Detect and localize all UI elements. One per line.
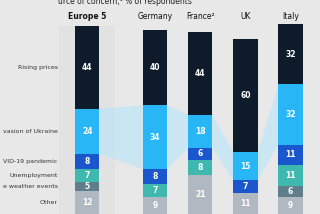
- Bar: [188, 114, 212, 148]
- Text: Unemployment: Unemployment: [9, 173, 58, 178]
- Bar: [75, 169, 100, 182]
- Bar: [75, 109, 100, 154]
- Text: 60: 60: [240, 91, 251, 100]
- Text: 5: 5: [84, 182, 90, 191]
- Text: VID-19 pandemic: VID-19 pandemic: [4, 159, 58, 164]
- Text: Other: Other: [40, 200, 58, 205]
- Text: e weather events: e weather events: [3, 184, 58, 189]
- Bar: [75, 182, 100, 192]
- Bar: [188, 148, 212, 160]
- Bar: [143, 30, 167, 105]
- FancyBboxPatch shape: [59, 26, 116, 214]
- Text: 7: 7: [243, 182, 248, 191]
- Polygon shape: [212, 114, 233, 180]
- Bar: [233, 152, 258, 180]
- Text: UK: UK: [240, 12, 251, 21]
- Text: 9: 9: [288, 201, 293, 210]
- Text: vasion of Ukraine: vasion of Ukraine: [3, 129, 58, 134]
- Bar: [188, 175, 212, 214]
- Bar: [143, 105, 167, 169]
- Text: 32: 32: [285, 110, 296, 119]
- Text: 21: 21: [195, 190, 205, 199]
- Text: Europe 5: Europe 5: [68, 12, 106, 21]
- Bar: [143, 184, 167, 197]
- Bar: [75, 26, 100, 109]
- Text: 7: 7: [84, 171, 90, 180]
- Text: 32: 32: [285, 50, 296, 59]
- Text: 7: 7: [152, 186, 158, 195]
- Bar: [278, 186, 303, 197]
- Text: 44: 44: [195, 69, 205, 78]
- Bar: [75, 192, 100, 214]
- Text: 40: 40: [150, 63, 160, 72]
- Bar: [278, 144, 303, 165]
- Bar: [143, 197, 167, 214]
- Text: 15: 15: [240, 162, 251, 171]
- Bar: [233, 193, 258, 214]
- Bar: [75, 154, 100, 169]
- Text: urce of concern,¹ % of respondents: urce of concern,¹ % of respondents: [58, 0, 192, 6]
- Text: 12: 12: [82, 198, 92, 207]
- Bar: [278, 85, 303, 144]
- Text: 9: 9: [152, 201, 157, 210]
- Bar: [233, 180, 258, 193]
- Text: 11: 11: [240, 199, 251, 208]
- Text: 24: 24: [82, 127, 92, 136]
- Text: Rising prices: Rising prices: [18, 65, 58, 70]
- Text: 8: 8: [84, 157, 90, 166]
- Bar: [278, 165, 303, 186]
- Text: 6: 6: [197, 149, 203, 158]
- Text: 8: 8: [197, 163, 203, 172]
- Bar: [188, 160, 212, 175]
- Bar: [278, 197, 303, 214]
- Bar: [188, 32, 212, 114]
- Text: 34: 34: [150, 132, 160, 141]
- Bar: [143, 169, 167, 184]
- Polygon shape: [258, 85, 278, 180]
- Text: Italy: Italy: [282, 12, 299, 21]
- Polygon shape: [167, 105, 188, 169]
- Bar: [278, 24, 303, 85]
- Text: France²: France²: [186, 12, 214, 21]
- Text: 8: 8: [152, 172, 158, 181]
- Text: 18: 18: [195, 127, 205, 136]
- Text: Germany: Germany: [137, 12, 172, 21]
- Text: 6: 6: [288, 187, 293, 196]
- Text: 44: 44: [82, 63, 92, 72]
- Text: 11: 11: [285, 171, 296, 180]
- Polygon shape: [100, 105, 143, 169]
- Bar: [233, 39, 258, 152]
- Text: 11: 11: [285, 150, 296, 159]
